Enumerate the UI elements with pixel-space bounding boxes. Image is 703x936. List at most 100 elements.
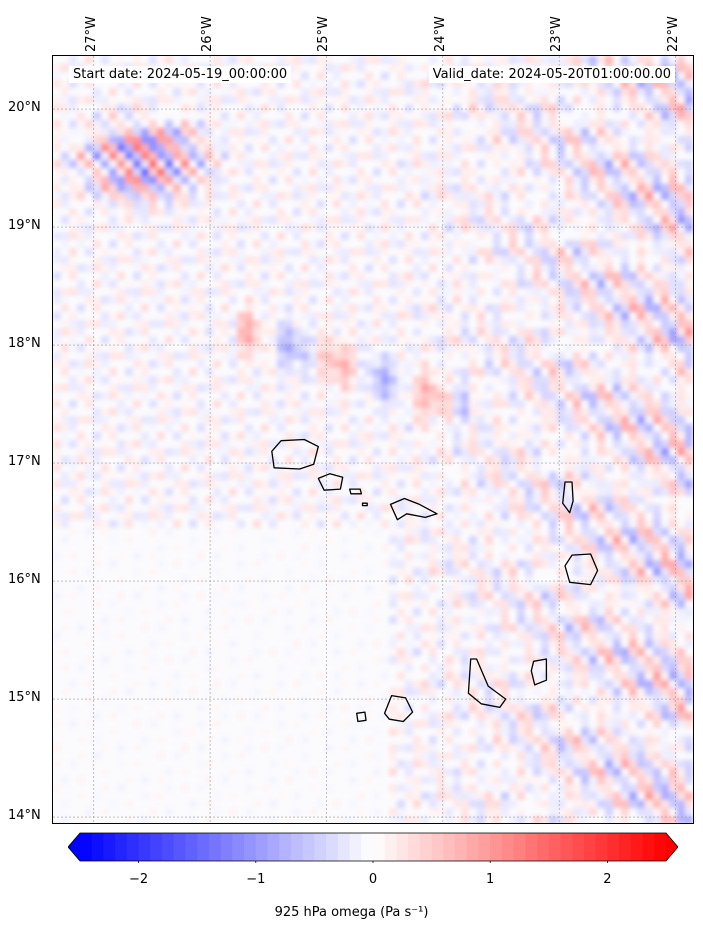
- omega-cell: [581, 80, 589, 88]
- omega-cell: [573, 480, 581, 488]
- omega-cell: [645, 384, 653, 392]
- omega-cell: [85, 720, 93, 728]
- omega-cell: [621, 816, 629, 823]
- omega-cell: [349, 120, 357, 128]
- omega-cell: [109, 192, 117, 200]
- omega-cell: [285, 96, 293, 104]
- omega-cell: [293, 168, 301, 176]
- omega-cell: [621, 592, 629, 600]
- omega-cell: [685, 472, 693, 480]
- omega-cell: [517, 120, 525, 128]
- omega-cell: [381, 72, 389, 80]
- omega-cell: [125, 216, 133, 224]
- omega-cell: [653, 312, 661, 320]
- omega-cell: [389, 216, 397, 224]
- omega-cell: [597, 632, 605, 640]
- omega-cell: [445, 168, 453, 176]
- omega-cell: [509, 336, 517, 344]
- omega-cell: [493, 368, 501, 376]
- omega-cell: [341, 120, 349, 128]
- omega-cell: [469, 288, 477, 296]
- omega-cell: [653, 784, 661, 792]
- omega-cell: [485, 720, 493, 728]
- omega-cell: [389, 424, 397, 432]
- omega-cell: [301, 432, 309, 440]
- omega-cell: [477, 208, 485, 216]
- omega-cell: [181, 312, 189, 320]
- omega-cell: [597, 664, 605, 672]
- omega-cell: [333, 408, 341, 416]
- omega-cell: [645, 696, 653, 704]
- omega-cell: [381, 504, 389, 512]
- omega-cell: [493, 288, 501, 296]
- omega-cell: [589, 624, 597, 632]
- omega-cell: [253, 800, 261, 808]
- omega-cell: [501, 152, 509, 160]
- omega-cell: [445, 792, 453, 800]
- omega-cell: [389, 552, 397, 560]
- omega-cell: [533, 352, 541, 360]
- omega-cell: [221, 752, 229, 760]
- omega-cell: [453, 440, 461, 448]
- omega-cell: [213, 488, 221, 496]
- omega-cell: [629, 488, 637, 496]
- omega-cell: [165, 120, 173, 128]
- omega-cell: [469, 576, 477, 584]
- omega-cell: [85, 464, 93, 472]
- omega-cell: [661, 144, 669, 152]
- omega-cell: [597, 704, 605, 712]
- omega-cell: [389, 472, 397, 480]
- omega-cell: [653, 96, 661, 104]
- omega-cell: [597, 520, 605, 528]
- omega-cell: [213, 144, 221, 152]
- omega-cell: [213, 416, 221, 424]
- omega-cell: [109, 184, 117, 192]
- omega-cell: [637, 320, 645, 328]
- omega-cell: [309, 96, 317, 104]
- omega-cell: [437, 456, 445, 464]
- omega-cell: [557, 584, 565, 592]
- omega-cell: [613, 704, 621, 712]
- omega-cell: [69, 488, 77, 496]
- omega-cell: [381, 464, 389, 472]
- omega-cell: [437, 272, 445, 280]
- colorbar-cell: [267, 833, 280, 861]
- omega-cell: [461, 136, 469, 144]
- omega-cell: [669, 720, 677, 728]
- omega-cell: [525, 552, 533, 560]
- omega-cell: [349, 272, 357, 280]
- omega-cell: [293, 792, 301, 800]
- omega-cell: [309, 352, 317, 360]
- omega-cell: [317, 256, 325, 264]
- omega-cell: [181, 448, 189, 456]
- omega-cell: [437, 320, 445, 328]
- omega-cell: [645, 792, 653, 800]
- omega-cell: [645, 288, 653, 296]
- omega-cell: [493, 400, 501, 408]
- omega-cell: [485, 408, 493, 416]
- omega-cell: [141, 584, 149, 592]
- omega-cell: [189, 512, 197, 520]
- omega-cell: [669, 800, 677, 808]
- omega-cell: [645, 296, 653, 304]
- omega-cell: [149, 440, 157, 448]
- omega-cell: [293, 352, 301, 360]
- omega-cell: [573, 648, 581, 656]
- omega-cell: [669, 600, 677, 608]
- omega-cell: [205, 408, 213, 416]
- omega-cell: [173, 216, 181, 224]
- omega-cell: [437, 584, 445, 592]
- omega-cell: [605, 808, 613, 816]
- omega-cell: [309, 600, 317, 608]
- omega-cell: [181, 616, 189, 624]
- omega-cell: [365, 136, 373, 144]
- omega-cell: [613, 488, 621, 496]
- omega-cell: [461, 592, 469, 600]
- omega-cell: [525, 184, 533, 192]
- omega-cell: [69, 472, 77, 480]
- omega-cell: [301, 696, 309, 704]
- omega-cell: [109, 216, 117, 224]
- omega-cell: [525, 120, 533, 128]
- omega-cell: [653, 416, 661, 424]
- omega-cell: [205, 648, 213, 656]
